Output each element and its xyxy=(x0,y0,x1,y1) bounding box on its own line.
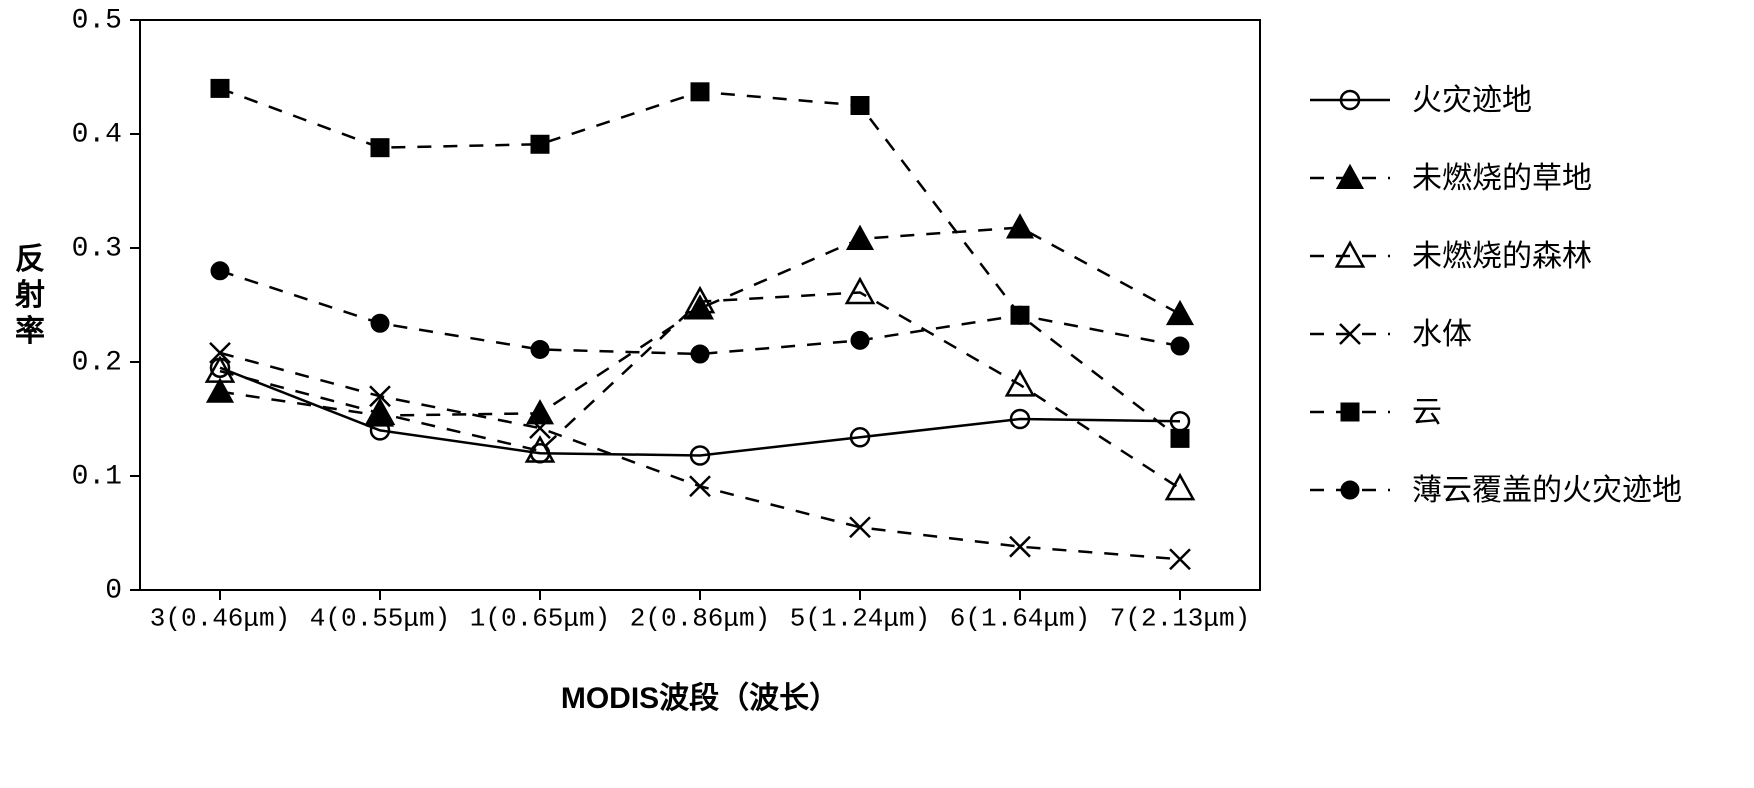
legend-item-thin_cloud_burned: 薄云覆盖的火灾迹地 xyxy=(1310,474,1682,507)
x-tick-label: 6(1.64μm) xyxy=(950,604,1090,634)
x-tick-label: 3(0.46μm) xyxy=(150,604,290,634)
svg-text:率: 率 xyxy=(15,315,45,348)
x-tick-label: 1(0.65μm) xyxy=(470,604,610,634)
legend-item-water: 水体 xyxy=(1310,318,1472,351)
x-tick-label: 5(1.24μm) xyxy=(790,604,930,634)
y-tick-label: 0.4 xyxy=(72,119,122,150)
legend-label: 薄云覆盖的火灾迹地 xyxy=(1412,474,1682,507)
y-tick-label: 0 xyxy=(105,575,122,606)
x-tick-label: 7(2.13μm) xyxy=(1110,604,1250,634)
legend-item-cloud: 云 xyxy=(1310,396,1442,429)
legend-item-unburned_forest: 未燃烧的森林 xyxy=(1310,240,1592,273)
x-tick-label: 2(0.86μm) xyxy=(630,604,770,634)
legend-label: 水体 xyxy=(1412,318,1472,351)
series-group xyxy=(207,79,1193,569)
legend-label: 未燃烧的草地 xyxy=(1412,162,1592,195)
legend-item-unburned_grassland: 未燃烧的草地 xyxy=(1310,162,1592,195)
y-ticks: 0 0.1 0.2 0.3 0.4 0.5 xyxy=(72,5,140,606)
legend-item-burned_area: 火灾迹地 xyxy=(1310,84,1532,117)
x-axis-label: MODIS波段（波长） xyxy=(561,681,839,715)
x-ticks: 3(0.46μm) 4(0.55μm) 1(0.65μm) 2(0.86μm) 5(1.… xyxy=(150,590,1250,634)
y-tick-label: 0.3 xyxy=(72,233,122,264)
y-tick-label: 0.2 xyxy=(72,347,122,378)
y-tick-label: 0.5 xyxy=(72,5,122,36)
y-tick-label: 0.1 xyxy=(72,461,122,492)
legend-label: 火灾迹地 xyxy=(1412,84,1532,117)
legend-label: 未燃烧的森林 xyxy=(1412,240,1592,273)
x-tick-label: 4(0.55μm) xyxy=(310,604,450,634)
reflectance-chart: 0 0.1 0.2 0.3 0.4 0.5 3(0.46μm) 4(0.55μm) 1(0.6… xyxy=(0,0,1754,788)
svg-text:反: 反 xyxy=(15,243,45,276)
legend: 火灾迹地未燃烧的草地未燃烧的森林水体 云薄云覆盖的火灾迹地 xyxy=(1310,84,1682,507)
series-cloud xyxy=(211,79,1189,447)
y-axis-label: 反射率 xyxy=(15,243,45,348)
legend-label: 云 xyxy=(1412,396,1442,429)
svg-text:射: 射 xyxy=(15,279,45,312)
